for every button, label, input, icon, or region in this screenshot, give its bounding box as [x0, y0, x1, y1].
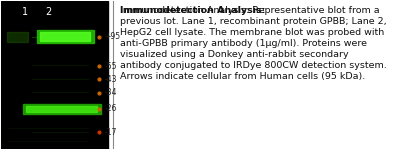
Text: Immunodetection Analysis:: Immunodetection Analysis: — [120, 6, 266, 15]
Bar — [37, 30, 94, 43]
Text: -26: -26 — [105, 104, 117, 113]
Text: +95: +95 — [105, 32, 121, 41]
Bar — [7, 32, 28, 42]
Text: -17: -17 — [105, 128, 117, 137]
Bar — [2, 1, 108, 149]
Bar — [23, 104, 101, 114]
Text: -55: -55 — [105, 62, 117, 71]
Text: 1: 1 — [22, 7, 28, 17]
Text: -43: -43 — [105, 75, 117, 84]
Bar — [40, 32, 90, 41]
Text: -34: -34 — [105, 88, 117, 97]
Text: Immunodetection Analysis: Representative blot from a previous lot. Lane 1, recom: Immunodetection Analysis: Representative… — [120, 6, 387, 81]
Bar — [26, 106, 97, 112]
Text: 2: 2 — [45, 7, 51, 17]
